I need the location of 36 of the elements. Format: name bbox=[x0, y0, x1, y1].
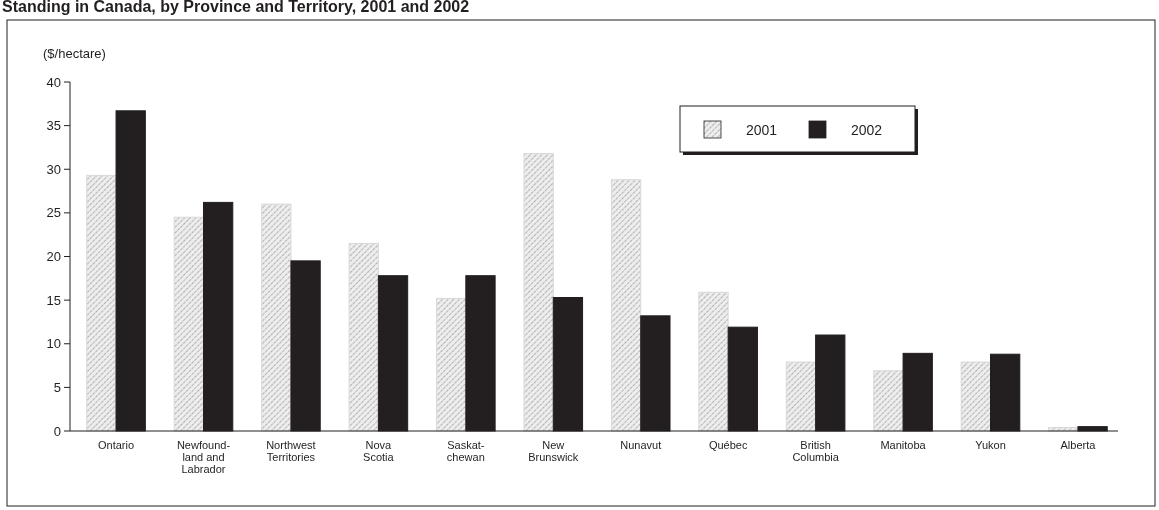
bar bbox=[86, 174, 117, 432]
y-tick-label: 15 bbox=[46, 292, 61, 308]
bar bbox=[348, 242, 379, 432]
x-tick-label: Alberta bbox=[1060, 439, 1097, 451]
bar bbox=[610, 179, 642, 432]
bar bbox=[173, 216, 204, 432]
x-tick-label: Québec bbox=[708, 439, 748, 451]
bar bbox=[261, 203, 292, 432]
x-tick-label: Ontario bbox=[98, 439, 135, 451]
y-axis-title: ($/hectare) bbox=[43, 46, 106, 61]
legend-label: 2002 bbox=[851, 121, 883, 138]
chart-title: Standing in Canada, by Province and Territory, 2001 and 2002 bbox=[2, 0, 470, 15]
bar bbox=[873, 370, 904, 432]
bar bbox=[698, 291, 729, 432]
bar bbox=[960, 361, 992, 432]
x-tick-label: Yukon bbox=[975, 439, 1006, 451]
x-tick-label: New Brunswick bbox=[528, 439, 579, 463]
x-tick-label: Manitoba bbox=[880, 439, 927, 451]
x-tick-label: Nunavut bbox=[620, 439, 662, 451]
bar bbox=[523, 153, 554, 432]
x-tick-label: Northwest Territories bbox=[266, 439, 316, 463]
y-tick-label: 25 bbox=[46, 205, 61, 221]
y-tick-label: 30 bbox=[46, 161, 61, 177]
bar bbox=[436, 297, 467, 432]
y-tick-label: 5 bbox=[53, 379, 61, 395]
legend-label: 2001 bbox=[746, 121, 778, 138]
x-tick-label: British Columbia bbox=[792, 439, 840, 463]
x-tick-label: Nova Scotia bbox=[363, 439, 395, 463]
y-tick-label: 40 bbox=[46, 74, 61, 90]
x-tick-label: Saskat- chewan bbox=[446, 439, 485, 463]
y-tick-label: 0 bbox=[53, 423, 61, 439]
y-tick-label: 20 bbox=[46, 249, 61, 265]
y-tick-label: 10 bbox=[46, 336, 61, 352]
bar bbox=[785, 361, 817, 432]
y-tick-label: 35 bbox=[46, 118, 61, 134]
x-tick-label: Newfound- land and Labrador bbox=[176, 439, 231, 475]
